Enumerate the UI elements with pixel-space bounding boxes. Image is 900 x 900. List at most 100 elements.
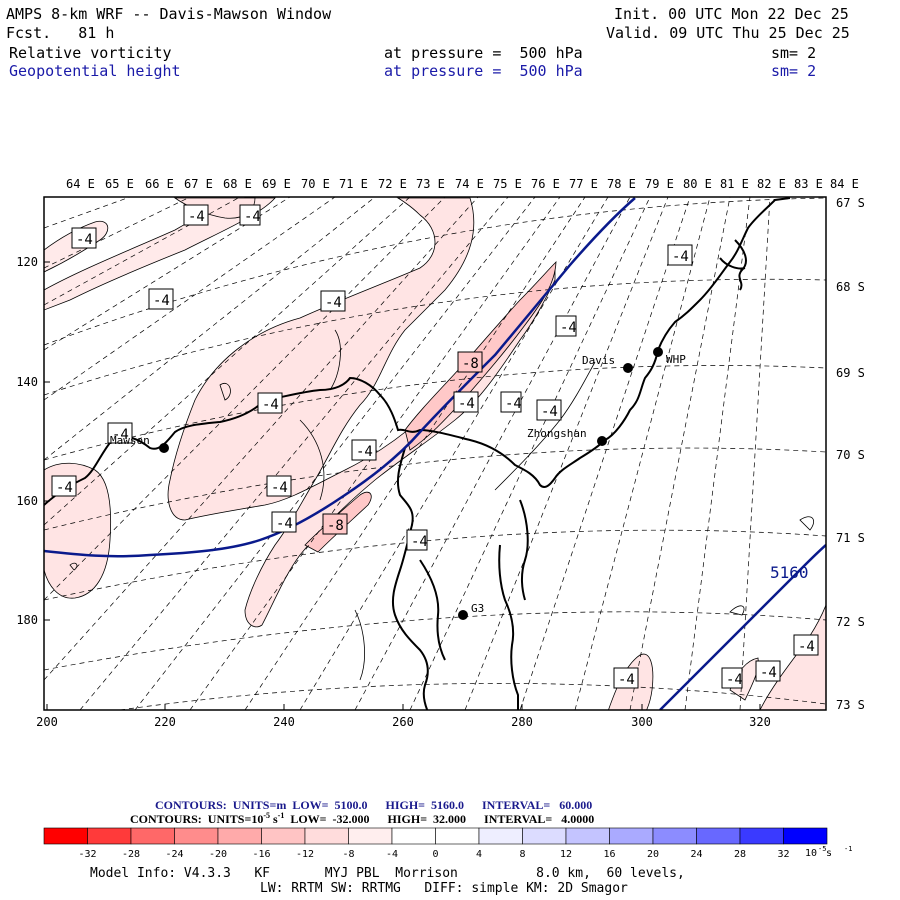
svg-text:71 E: 71 E [339,177,368,191]
height-contours-info: CONTOURS: UNITS=m LOW= 5100.0 HIGH= 5160… [155,798,593,812]
svg-text:-4: -4 [244,209,261,225]
colorbar-swatch [174,827,219,845]
svg-text:120: 120 [16,255,38,269]
colorbar-unit-base: 10 [805,848,817,859]
station-label-zhongshan: Zhongshan [527,427,587,440]
svg-text:-4: -4 [560,320,577,336]
colorbar-swatch [609,827,654,845]
svg-text:-4: -4 [760,665,777,681]
svg-text:65 E: 65 E [105,177,134,191]
station-marker-zhongshan [597,436,607,446]
contour-label: -4 [271,511,297,533]
station-label-davis: Davis [582,354,615,367]
svg-text:-4: -4 [56,480,73,496]
svg-text:-4: -4 [618,672,635,688]
colorbar-label: 20 [647,849,659,860]
model-info-line2: LW: RRTM SW: RRTMG DIFF: simple KM: 2D S… [260,881,628,896]
svg-text:280: 280 [511,715,533,729]
contour-label: -4 [406,529,428,551]
colorbar-swatch [696,827,741,845]
svg-text:67 E: 67 E [184,177,213,191]
station-label-g3: G3 [471,602,484,615]
svg-text:69 S: 69 S [836,366,865,380]
station-marker-whp [653,347,663,357]
coastline [44,197,791,710]
x-ticks: 200 220 240 260 280 300 320 [36,704,771,729]
colorbar-label: 12 [560,849,572,860]
model-info-line1: Model Info: V4.3.3 KF MYJ PBL Morrison 8… [90,866,685,881]
colorbar-label: -32 [78,849,96,860]
map-frame [43,196,827,711]
init-time: Init. 00 UTC Mon 22 Dec 25 [614,5,849,23]
colorbar-label: 4 [476,849,482,860]
svg-text:78 E: 78 E [607,177,636,191]
svg-text:-4: -4 [356,444,373,460]
svg-text:-4: -4 [458,396,475,412]
station-label-mawson: Mawson [110,434,150,447]
svg-text:320: 320 [749,715,771,729]
svg-text:70 S: 70 S [836,448,865,462]
svg-text:-8: -8 [327,518,344,534]
field2-level: at pressure = 500 hPa [384,62,583,80]
contour-label: -4 [71,227,97,249]
svg-text:260: 260 [392,715,414,729]
map-interior: 5160 [44,197,826,710]
svg-text:82 E: 82 E [757,177,786,191]
stations: Mawson Davis WHP Zhongshan G3 [110,347,686,620]
colorbar-swatch [391,827,436,845]
colorbar-label: 32 [777,849,789,860]
contour-label: -4 [107,422,133,444]
valid-time: Valid. 09 UTC Thu 25 Dec 25 [606,24,850,42]
colorbar: -32 -28 -24 -20 -16 -12 -8 -4 0 4 8 12 16 20 24 28 32 [43,827,828,860]
svg-text:80 E: 80 E [683,177,712,191]
colorbar-label: 16 [603,849,615,860]
colorbar-unit-s: s [826,848,832,859]
colorbar-swatch [565,827,610,845]
svg-text:200: 200 [36,715,58,729]
svg-text:69 E: 69 E [262,177,291,191]
colorbar-swatch [522,827,567,845]
colorbar-unit-exp2: -1 [844,845,852,853]
svg-text:160: 160 [16,494,38,508]
svg-text:72 S: 72 S [836,615,865,629]
field2-name: Geopotential height [9,62,181,80]
svg-text:-4: -4 [541,404,558,420]
lon-labels: 64 E 65 E 66 E 67 E 68 E 69 E 70 E 71 E … [66,177,859,191]
svg-text:73 S: 73 S [836,698,865,712]
svg-text:71 S: 71 S [836,531,865,545]
height-contours [44,197,826,710]
field1-smoothing: sm= 2 [771,44,817,62]
colorbar-label: -16 [252,849,270,860]
svg-text:240: 240 [273,715,295,729]
svg-text:220: 220 [154,715,176,729]
svg-text:-4: -4 [112,427,129,443]
colorbar-label: -4 [386,849,398,860]
colorbar-swatch [87,827,132,845]
svg-text:73 E: 73 E [416,177,445,191]
svg-text:300: 300 [631,715,653,729]
station-marker-davis [623,363,633,373]
svg-text:-4: -4 [505,396,522,412]
contour-label-5160: 5160 [770,563,809,582]
svg-text:-4: -4 [798,639,815,655]
vorticity-contours-info: CONTOURS: UNITS=10-5 s-1 LOW= -32.000 HI… [130,811,595,826]
svg-text:-4: -4 [262,397,279,413]
colorbar-swatch [43,827,88,845]
field1-name: Relative vorticity [9,44,172,62]
colorbar-label: -20 [209,849,227,860]
svg-text:-4: -4 [411,534,428,550]
svg-text:79 E: 79 E [645,177,674,191]
contour-label: -4 [555,315,577,337]
colorbar-swatch [348,827,393,845]
svg-text:83 E: 83 E [794,177,823,191]
svg-text:64 E: 64 E [66,177,95,191]
station-marker-g3 [458,610,468,620]
svg-text:81 E: 81 E [720,177,749,191]
contour-label: -4 [721,667,743,689]
colorbar-swatch [261,827,306,845]
contour-label: -4 [320,290,346,312]
contour-label: -4 [667,244,693,266]
colorbar-unit-exp: -5 [818,845,826,853]
vorticity-shading [44,197,826,710]
svg-text:66 E: 66 E [145,177,174,191]
